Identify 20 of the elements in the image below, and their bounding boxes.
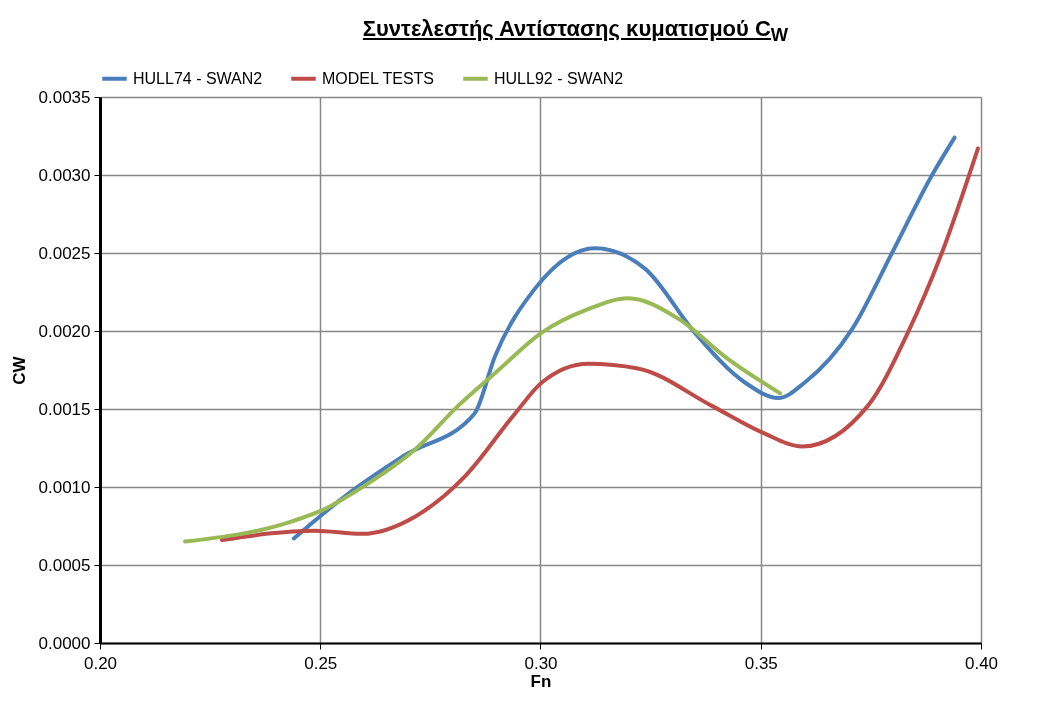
legend-label: HULL74 - SWAN2	[133, 69, 263, 87]
x-tick-label: 0.40	[964, 653, 999, 673]
x-tick-label: 0.30	[524, 653, 558, 673]
x-tick-label: 0.35	[744, 653, 778, 673]
y-axis-title: CW	[9, 355, 29, 385]
chart-title: Συντελεστής Αντίστασης κυματισμού C$_{W}$	[361, 16, 790, 47]
y-tick-label: 0.0010	[38, 477, 91, 497]
legend-label: HULL92 - SWAN2	[494, 69, 624, 87]
y-tick-label: 0.0015	[38, 399, 91, 419]
x-axis-title: Fn	[530, 671, 552, 691]
y-tick-label: 0.0020	[38, 321, 91, 341]
x-tick-label: 0.20	[83, 653, 118, 673]
line-series	[183, 296, 783, 544]
y-tick-label: 0.0000	[38, 633, 91, 653]
x-tick-label: 0.25	[304, 653, 338, 673]
y-tick-label: 0.0025	[38, 243, 91, 263]
y-tick-label: 0.0030	[38, 165, 91, 185]
y-tick-label: 0.0005	[38, 555, 91, 575]
legend-label: MODEL TESTS	[322, 69, 435, 87]
y-tick-label: 0.0035	[38, 87, 91, 107]
